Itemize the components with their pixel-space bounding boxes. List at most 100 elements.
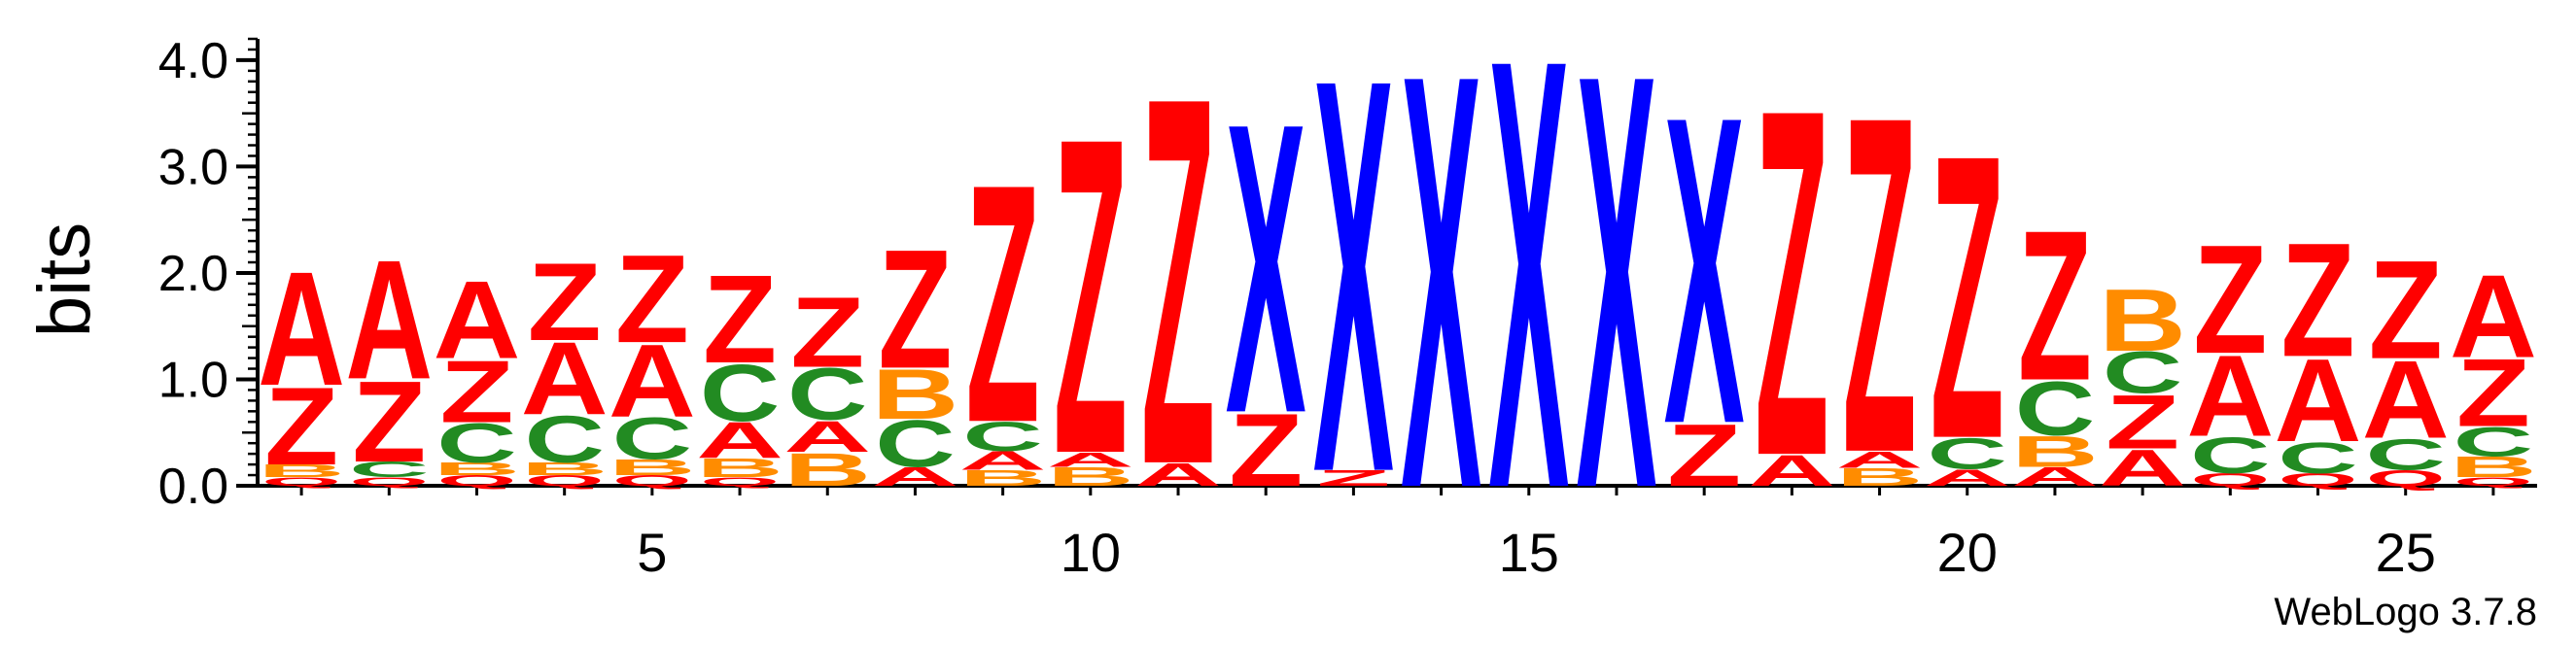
stack-position: BAZ [1047,45,1134,548]
logo-letter-q: Q [700,475,780,489]
logo-letter-z: Z [615,228,689,369]
logo-letter-c: C [787,353,867,435]
logo-letter-c: C [436,412,516,475]
logo-letter-a: A [258,238,345,420]
logo-letter-b: B [258,461,345,482]
x-tick-label: 20 [1937,522,1998,583]
logo-letter-b: B [434,459,521,479]
logo-letter-x: X [1488,0,1570,617]
logo-letter-z: Z [439,342,513,441]
logo-letter-z: Z [2106,380,2179,465]
stack-position: BAZ [1836,17,1924,553]
logo-letter-z: Z [1667,406,1741,505]
y-tick-label: 1.0 [158,352,228,408]
y-tick-label: 0.0 [158,459,228,515]
stack-position: ZX [1226,38,1307,508]
logo-letter-a: A [2450,252,2537,383]
stack-position: X [1488,0,1570,617]
logo-letter-c: C [524,402,604,476]
logo-letter-c: C [2278,433,2357,483]
logo-stacks: QBZAQCZAQBCZAQBCAZQBCAZQBACZBACZACBZBACZ… [258,0,2537,617]
logo-letter-q: Q [2190,470,2270,490]
weblogo-credit: WebLogo 3.7.8 [2274,591,2537,633]
logo-letter-c: C [2015,365,2095,452]
logo-letter-a: A [345,226,433,416]
x-tick-label: 10 [1061,522,1121,583]
x-tick-label: 25 [2376,522,2436,583]
stack-position: AZ [1748,6,1835,560]
logo-letter-b: B [696,454,783,484]
stack-position: X [1576,0,1657,612]
logo-letter-x: X [1313,0,1395,590]
logo-letter-a: A [2275,335,2362,466]
logo-letter-x: X [1401,0,1482,612]
logo-letter-a: A [2362,338,2450,461]
x-tick-label: 15 [1499,522,1559,583]
logo-letter-a: A [2186,331,2274,460]
logo-letter-c: C [2103,340,2182,406]
logo-letter-a: A [521,321,609,436]
logo-letter-x: X [1226,38,1307,499]
logo-letter-z: Z [1141,0,1215,575]
logo-letter-z: Z [966,113,1040,494]
logo-letter-z: Z [2018,186,2092,425]
logo-letter-a: A [2099,439,2186,496]
logo-letter-b: B [1047,461,1134,492]
x-tick-label: 5 [637,522,667,583]
logo-letter-z: Z [264,365,338,489]
stack-position: ACZ [1924,72,2011,524]
logo-letter-a: A [1836,447,1924,473]
y-tick-label: 2.0 [158,246,228,302]
logo-letter-z: Z [1316,465,1390,490]
y-axis: 0.0 1.0 2.0 3.0 4.0 [158,33,260,515]
logo-letter-q: Q [349,475,429,489]
logo-letter-a: A [1748,446,1835,495]
logo-letter-c: C [962,414,1042,460]
logo-letter-z: Z [1054,45,1128,548]
logo-letter-x: X [1664,26,1746,516]
logo-letter-a: A [1134,457,1222,493]
logo-letter-a: A [1047,448,1134,471]
logo-letter-z: Z [2369,231,2443,389]
logo-letter-c: C [612,406,692,472]
logo-letter-a: A [2011,461,2099,492]
logo-letter-q: Q [612,472,692,489]
logo-letter-z: Z [528,241,602,364]
logo-letter-a: A [959,446,1047,476]
logo-letter-q: Q [2279,470,2358,490]
logo-letter-b: B [1836,463,1924,492]
y-tick-label: 3.0 [158,139,228,195]
stack-position: ZX [1313,0,1395,590]
logo-letter-q: Q [261,475,341,489]
logo-letter-z: Z [2193,213,2267,386]
logo-letter-z: Z [352,358,426,487]
logo-letter-z: Z [2280,209,2354,391]
logo-letter-z: Z [878,216,952,405]
logo-letter-b: B [2450,451,2537,484]
logo-letter-z: Z [790,276,864,389]
logo-letter-c: C [349,458,429,483]
logo-letter-q: Q [2454,475,2533,489]
logo-letter-a: A [1924,464,2011,491]
logo-letter-q: Q [437,472,517,489]
stack-position: ZX [1664,26,1746,516]
logo-letter-x: X [1576,0,1657,612]
logo-letter-b: B [521,459,609,479]
logo-letter-b: B [2011,426,2099,476]
logo-letter-z: Z [1931,72,2004,524]
logo-letter-c: C [875,406,955,480]
logo-letter-c: C [2190,426,2270,484]
